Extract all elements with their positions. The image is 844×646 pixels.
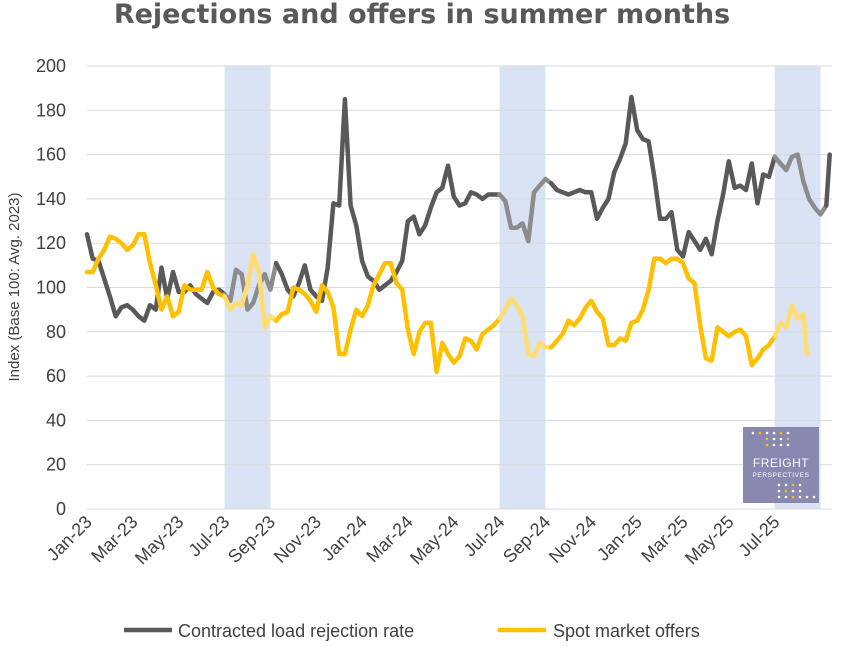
series-line-1	[273, 260, 502, 374]
logo-dot	[784, 489, 788, 493]
x-tick-label: Jan-25	[593, 512, 646, 565]
logo-dot	[812, 495, 816, 499]
y-tick-label: 160	[36, 145, 66, 165]
logo-dot	[779, 431, 783, 435]
series-line-1-summer	[222, 252, 279, 330]
x-tick-label: May-23	[131, 512, 188, 569]
logo-dot	[786, 431, 790, 435]
y-tick-label: 20	[46, 455, 66, 475]
y-tick-label: 60	[46, 366, 66, 386]
logo-dot	[765, 443, 769, 447]
series-line-1-summer	[497, 296, 554, 359]
logo-dot	[765, 431, 769, 435]
logo-dot	[765, 437, 769, 441]
y-tick-label: 40	[46, 410, 66, 430]
series-line-0	[824, 152, 832, 208]
y-tick-label: 120	[36, 233, 66, 253]
logo-dot	[758, 431, 762, 435]
logo-dot	[751, 431, 755, 435]
logo-dot	[791, 483, 795, 487]
logo-dot	[772, 431, 776, 435]
series-line-1	[548, 256, 777, 368]
logo-dot	[779, 443, 783, 447]
logo-dot	[784, 483, 788, 487]
legend-label-1: Spot market offers	[553, 621, 700, 641]
logo-line1: FREIGHT	[753, 456, 809, 470]
logo-dot	[777, 489, 781, 493]
y-tick-label: 0	[56, 499, 66, 519]
y-tick-label: 200	[36, 56, 66, 76]
logo-line2: PERSPECTIVES	[752, 472, 809, 479]
x-tick-label: May-24	[406, 512, 463, 569]
series-line-1-summer	[772, 302, 810, 357]
series-line-0	[273, 96, 502, 304]
y-tick-label: 180	[36, 100, 66, 120]
y-tick-label: 100	[36, 278, 66, 298]
logo-dot	[777, 495, 781, 499]
logo-dot	[779, 437, 783, 441]
legend: Contracted load rejection rate Spot marke…	[124, 621, 700, 641]
y-axis-ticks: 0 20 40 60 80 100 120 140 160 180 200	[36, 56, 66, 519]
logo-dot	[786, 437, 790, 441]
freight-perspectives-logo: FREIGHT PERSPECTIVES	[743, 427, 819, 503]
logo-dot	[798, 495, 802, 499]
x-tick-label: Sep-23	[224, 512, 279, 567]
series-lines	[84, 94, 832, 374]
series-line-0	[548, 94, 777, 259]
gridlines	[87, 65, 832, 510]
series-line-0-summer	[497, 176, 554, 244]
y-tick-label: 140	[36, 189, 66, 209]
logo-dot	[777, 483, 781, 487]
logo-dot	[772, 443, 776, 447]
series-line-1	[84, 232, 227, 319]
series-line-0	[84, 232, 227, 323]
x-tick-label: Jan-24	[318, 512, 371, 565]
x-tick-label: May-25	[681, 512, 738, 569]
logo-dot	[805, 495, 809, 499]
chart-title: Rejections and offers in summer months	[114, 0, 730, 30]
y-tick-label: 80	[46, 322, 66, 342]
logo-dot	[786, 443, 790, 447]
series-line-0-summer	[772, 152, 829, 217]
x-axis-ticks: Jan-23Mar-23May-23Jul-23Sep-23Nov-23Jan-…	[43, 512, 784, 569]
logo-dot	[791, 495, 795, 499]
x-tick-label: Nov-23	[270, 512, 325, 567]
logo-dot	[798, 489, 802, 493]
series-line-0-summer	[222, 260, 279, 312]
logo-dot	[798, 483, 802, 487]
x-tick-label: Jan-23	[43, 512, 96, 565]
y-axis-label: Index (Base 100: Avg. 2023)	[6, 192, 23, 381]
x-tick-label: Sep-24	[499, 512, 554, 567]
logo-dot	[772, 437, 776, 441]
x-tick-label: Jul-25	[735, 512, 784, 561]
x-tick-label: Nov-24	[545, 512, 600, 567]
legend-label-0: Contracted load rejection rate	[178, 621, 414, 641]
logo-dot	[784, 495, 788, 499]
logo-dot	[791, 489, 795, 493]
